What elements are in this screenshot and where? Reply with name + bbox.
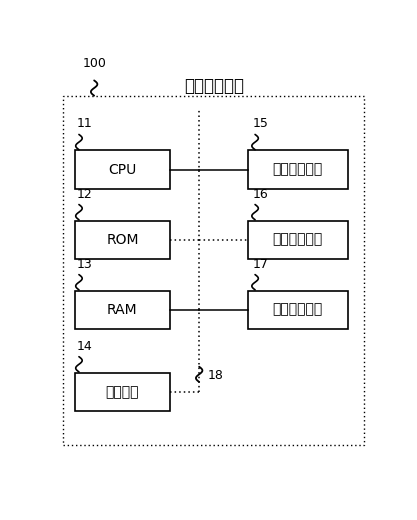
Text: 特典付与装置: 特典付与装置 bbox=[184, 77, 244, 96]
Text: CPU: CPU bbox=[108, 163, 136, 176]
Bar bbox=[248, 150, 348, 189]
Text: 16: 16 bbox=[253, 188, 268, 201]
Bar bbox=[75, 150, 170, 189]
Bar bbox=[75, 291, 170, 329]
Text: 17: 17 bbox=[253, 257, 269, 270]
Text: 操作デバイス: 操作デバイス bbox=[273, 303, 323, 317]
Text: RAM: RAM bbox=[107, 303, 138, 317]
Text: ROM: ROM bbox=[106, 232, 139, 246]
Text: 記録媒体: 記録媒体 bbox=[106, 385, 139, 399]
Text: 100: 100 bbox=[82, 57, 106, 70]
Bar bbox=[75, 373, 170, 411]
Bar bbox=[248, 291, 348, 329]
Bar bbox=[75, 220, 170, 258]
Text: 11: 11 bbox=[76, 118, 92, 131]
Text: 通信デバイス: 通信デバイス bbox=[273, 232, 323, 246]
Text: 14: 14 bbox=[76, 340, 92, 353]
Text: 18: 18 bbox=[207, 369, 223, 382]
Text: 12: 12 bbox=[76, 188, 92, 201]
Text: 13: 13 bbox=[76, 257, 92, 270]
Bar bbox=[248, 220, 348, 258]
Text: 出力デバイス: 出力デバイス bbox=[273, 163, 323, 176]
Bar bbox=[63, 96, 364, 445]
Text: 15: 15 bbox=[253, 118, 269, 131]
